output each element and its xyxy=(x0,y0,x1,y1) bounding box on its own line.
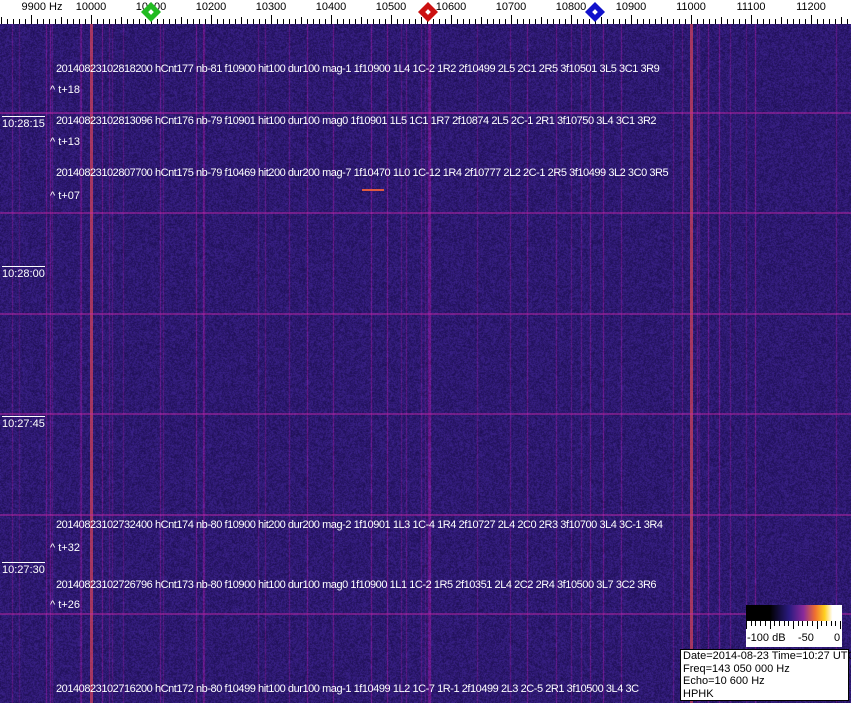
time-label: 10:28:15 xyxy=(2,116,45,130)
colorbar-tick xyxy=(826,621,827,626)
colorbar-tick xyxy=(835,621,836,626)
time-gridline xyxy=(0,313,851,315)
axis-tick-label: 11000 xyxy=(676,1,706,13)
info-echo: Echo=10 600 Hz xyxy=(683,675,848,688)
axis-tick xyxy=(31,15,32,24)
axis-tick xyxy=(661,17,662,24)
colorbar-tick xyxy=(793,621,794,629)
colorbar-tick xyxy=(807,621,808,626)
colorbar-tick xyxy=(755,621,756,626)
detection-line: 20140823102716200 hCnt172 nb-80 f10499 h… xyxy=(56,683,639,695)
axis-tick xyxy=(211,15,212,24)
axis-tick xyxy=(181,17,182,24)
axis-tick xyxy=(241,17,242,24)
detection-line: 20140823102818200 hCnt177 nb-81 f10900 h… xyxy=(56,63,659,75)
axis-tick-label: 10800 xyxy=(556,1,587,13)
colorbar-tick xyxy=(798,621,799,626)
axis-tick xyxy=(361,17,362,24)
time-offset-label: ^ t+07 xyxy=(50,190,80,202)
colorbar-tick xyxy=(812,621,813,626)
axis-tick xyxy=(601,17,602,24)
axis-tick-label: 10600 xyxy=(436,1,467,13)
axis-tick xyxy=(331,15,332,24)
axis-tick-label: 10500 xyxy=(376,1,407,13)
colorbar-tick xyxy=(760,621,761,626)
colorbar-label: -100 dB xyxy=(747,632,786,644)
axis-tick xyxy=(571,15,572,24)
time-gridline xyxy=(0,112,851,114)
colorbar-scale: -100 dB -50 0 xyxy=(746,621,842,647)
axis-tick xyxy=(721,17,722,24)
detection-line: 20140823102732400 hCnt174 nb-80 f10900 h… xyxy=(56,519,663,531)
axis-tick xyxy=(421,17,422,24)
time-gridline xyxy=(0,212,851,214)
colorbar-tick xyxy=(774,621,775,626)
axis-tick xyxy=(451,15,452,24)
meteor-echo xyxy=(362,189,384,191)
carrier-line-11000 xyxy=(690,24,693,703)
axis-tick xyxy=(841,17,842,24)
time-label: 10:28:00 xyxy=(2,266,45,280)
colorbar-tick xyxy=(770,621,771,629)
colorbar-tick xyxy=(817,621,818,629)
spectrogram[interactable]: 10:28:15 10:28:00 10:27:45 10:27:30 2014… xyxy=(0,24,851,703)
colorbar-tick xyxy=(784,621,785,626)
frequency-axis: 9900 Hz 10000101001020010300104001050010… xyxy=(0,0,851,24)
axis-tick xyxy=(511,15,512,24)
axis-tick xyxy=(271,15,272,24)
colorbar-tick xyxy=(840,621,841,629)
axis-tick xyxy=(121,17,122,24)
detection-line: 20140823102813096 hCnt176 nb-79 f10901 h… xyxy=(56,115,656,127)
axis-tick xyxy=(811,15,812,24)
info-date-time: Date=2014-08-23 Time=10:27 UTC xyxy=(683,650,848,663)
axis-tick xyxy=(541,17,542,24)
colorbar-label: 0 xyxy=(834,632,840,644)
axis-tick-label: 10700 xyxy=(496,1,527,13)
time-gridline xyxy=(0,413,851,415)
time-gridline xyxy=(0,514,851,516)
colorbar-label: -50 xyxy=(798,632,814,644)
axis-tick-label: 11200 xyxy=(796,1,826,13)
axis-tick xyxy=(751,15,752,24)
colorbar-tick xyxy=(746,621,747,629)
axis-tick xyxy=(691,15,692,24)
axis-tick-label: 10300 xyxy=(256,1,287,13)
axis-tick-label: 10400 xyxy=(316,1,347,13)
colorbar-tick xyxy=(788,621,789,626)
colorbar-tick xyxy=(802,621,803,626)
axis-tick xyxy=(91,15,92,24)
colorbar-tick xyxy=(821,621,822,626)
time-label: 10:27:45 xyxy=(2,416,45,430)
detection-line: 20140823102807700 hCnt175 nb-79 f10469 h… xyxy=(56,167,668,179)
info-station: HPHK xyxy=(683,688,848,701)
time-offset-label: ^ t+26 xyxy=(50,599,80,611)
axis-tick xyxy=(391,15,392,24)
colorbar-tick xyxy=(831,621,832,626)
axis-tick xyxy=(61,17,62,24)
time-offset-label: ^ t+32 xyxy=(50,542,80,554)
info-freq: Freq=143 050 000 Hz xyxy=(683,663,848,676)
axis-unit-label: 9900 Hz xyxy=(22,1,63,13)
colorbar-tick xyxy=(779,621,780,626)
info-box: Date=2014-08-23 Time=10:27 UTC Freq=143 … xyxy=(680,649,849,701)
detection-line: 20140823102726796 hCnt173 nb-80 f10900 h… xyxy=(56,579,656,591)
axis-tick xyxy=(631,15,632,24)
axis-tick xyxy=(301,17,302,24)
axis-tick-label: 10000 xyxy=(76,1,107,13)
axis-tick-label: 10200 xyxy=(196,1,227,13)
axis-tick-label: 10900 xyxy=(616,1,647,13)
axis-tick-label: 11100 xyxy=(737,1,766,13)
axis-tick xyxy=(481,17,482,24)
time-offset-label: ^ t+13 xyxy=(50,136,80,148)
time-gridline xyxy=(0,613,851,615)
colorbar xyxy=(746,605,842,621)
time-label: 10:27:30 xyxy=(2,562,45,576)
axis-tick xyxy=(1,17,2,24)
time-offset-label: ^ t+18 xyxy=(50,84,80,96)
colorbar-tick xyxy=(751,621,752,626)
colorbar-tick xyxy=(765,621,766,626)
axis-tick xyxy=(781,17,782,24)
